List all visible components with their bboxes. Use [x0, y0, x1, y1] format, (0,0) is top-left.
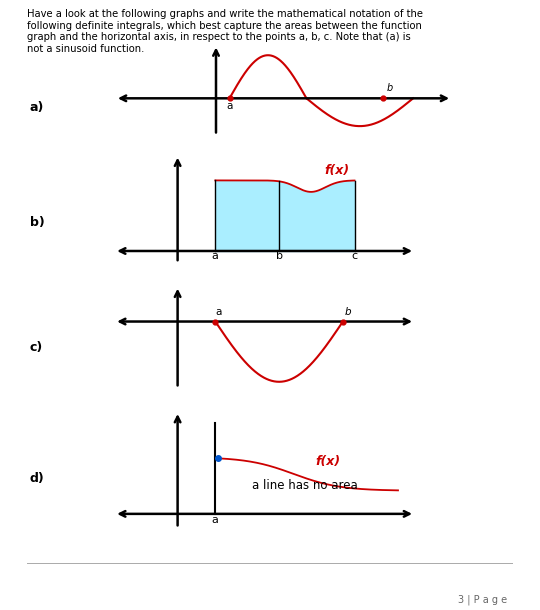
Text: b: b — [344, 307, 351, 317]
Text: d): d) — [30, 472, 44, 486]
Text: 3 | P a g e: 3 | P a g e — [458, 595, 508, 605]
Text: a: a — [212, 251, 219, 261]
Text: a): a) — [30, 101, 44, 115]
Text: f(x): f(x) — [325, 163, 350, 176]
Text: f(x): f(x) — [316, 456, 341, 468]
Text: c: c — [352, 251, 357, 261]
Text: a line has no area: a line has no area — [252, 479, 358, 492]
Text: b: b — [275, 251, 282, 261]
Text: b: b — [387, 82, 393, 93]
Text: a: a — [215, 307, 221, 317]
Text: b): b) — [30, 216, 44, 229]
Text: Have a look at the following graphs and write the mathematical notation of the
f: Have a look at the following graphs and … — [27, 9, 423, 54]
Text: a: a — [226, 101, 233, 111]
Text: c): c) — [30, 341, 43, 354]
Text: a: a — [212, 515, 219, 525]
